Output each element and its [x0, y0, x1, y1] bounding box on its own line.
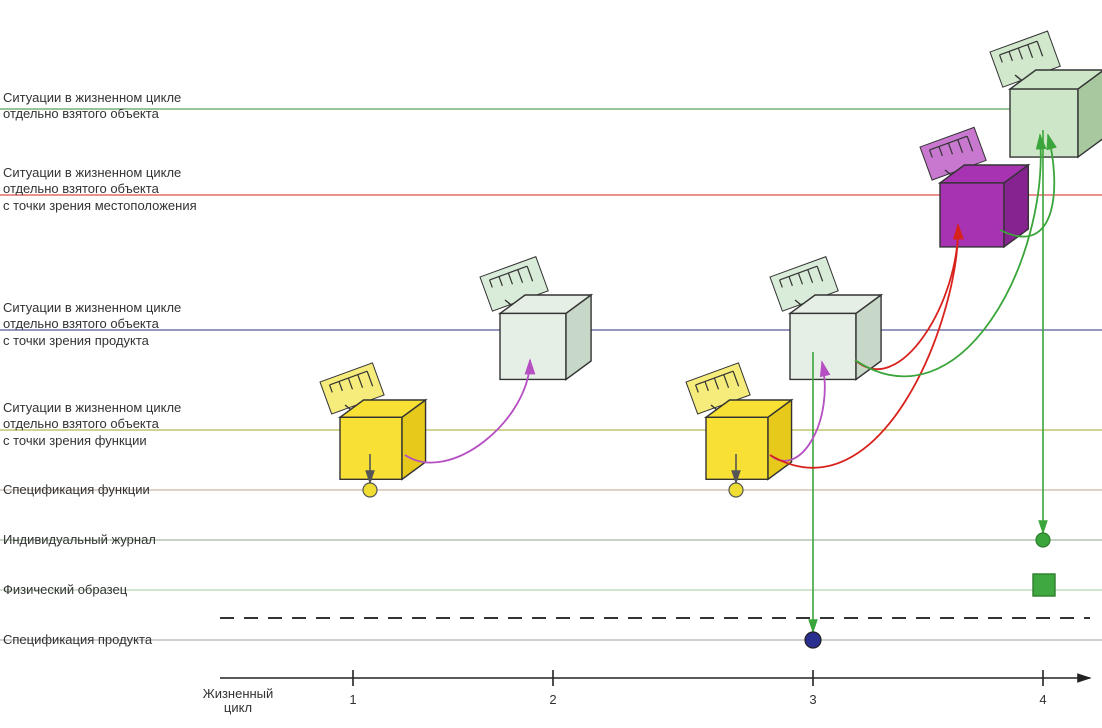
cube-white-2: [770, 257, 881, 380]
row-label: Физический образец: [3, 582, 127, 598]
curve: [770, 225, 958, 468]
cube-purple: [920, 127, 1028, 247]
curve: [855, 225, 958, 369]
dot-yellow-2: [729, 483, 743, 497]
axis-tick-label: 1: [349, 692, 356, 707]
row-label: Спецификация продукта: [3, 632, 152, 648]
axis-tick-label: 2: [549, 692, 556, 707]
dot-yellow-1: [363, 483, 377, 497]
curve: [405, 360, 530, 463]
curve: [855, 135, 1041, 376]
cube-white-1: [480, 257, 591, 380]
cube-yellow-1: [320, 363, 426, 479]
axis-tick-label: 4: [1039, 692, 1046, 707]
curve: [1000, 135, 1054, 237]
dot-green: [1036, 533, 1050, 547]
row-label: Ситуации в жизненном цикле отдельно взят…: [3, 300, 181, 349]
diagram-root: { "canvas": { "width": 1102, "height": 7…: [0, 0, 1102, 728]
cube-yellow-2: [686, 363, 792, 479]
axis-label: Жизненныйцикл: [203, 686, 274, 715]
sq-green: [1033, 574, 1055, 596]
row-label: Ситуации в жизненном цикле отдельно взят…: [3, 400, 181, 449]
dot-blue: [805, 632, 821, 648]
row-label: Индивидуальный журнал: [3, 532, 156, 548]
row-label: Ситуации в жизненном цикле отдельно взят…: [3, 165, 197, 214]
cube-green-top: [990, 31, 1102, 157]
row-label: Ситуации в жизненном цикле отдельно взят…: [3, 90, 181, 123]
axis-tick-label: 3: [809, 692, 816, 707]
row-label: Спецификация функции: [3, 482, 150, 498]
curve: [770, 362, 825, 461]
